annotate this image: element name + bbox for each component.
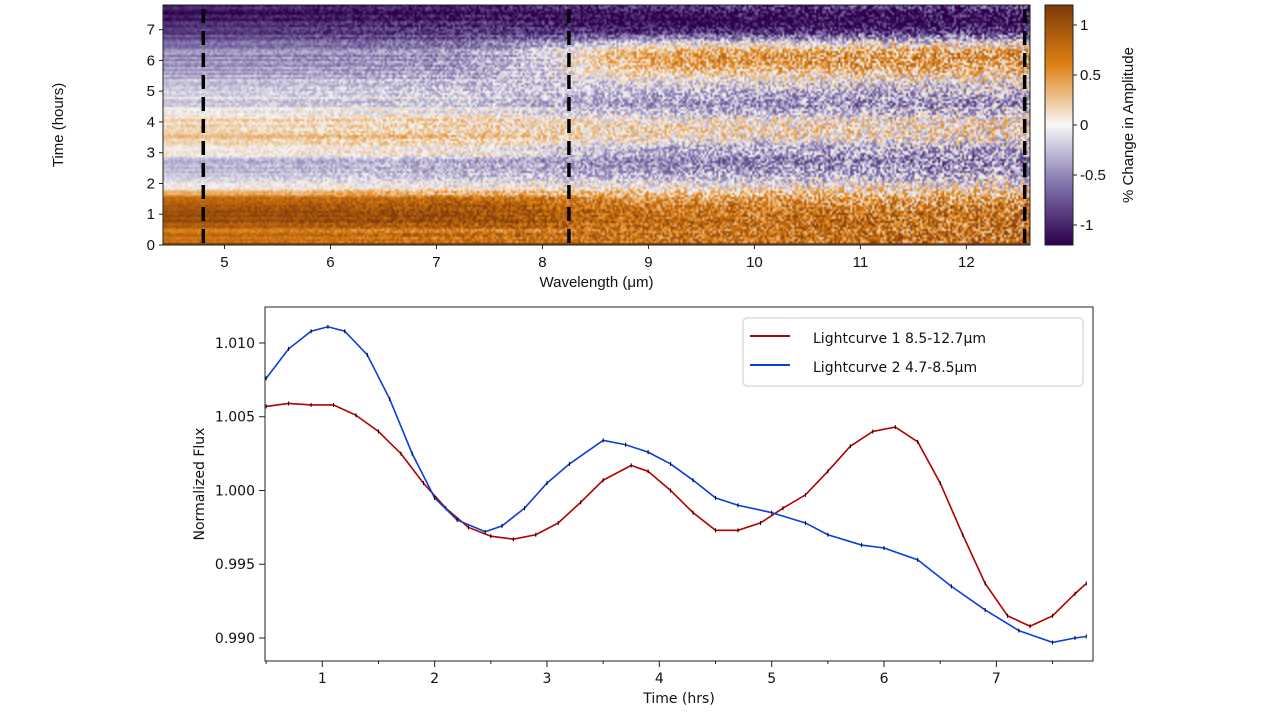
y-tick-label: 3 [147,145,155,162]
y-tick-label: 1.010 [215,336,255,352]
y-tick-label: 4 [147,114,155,131]
x-tick-label: 10 [746,254,763,271]
x-tick-label: 7 [432,254,440,271]
y-tick-label: 1.000 [215,483,255,499]
y-tick-label: 7 [147,22,155,39]
y-tick-label: 0.995 [215,557,255,573]
y-axis-label: Time (hours) [50,83,67,167]
series-line [266,403,1086,626]
x-axis-label: Wavelength (μm) [540,274,654,291]
colorbar-tick-label: 0.5 [1080,67,1101,84]
x-tick-label: 7 [992,671,1001,687]
y-tick-label: 5 [147,83,155,100]
x-tick-label: 1 [318,671,327,687]
x-tick-label: 9 [644,254,652,271]
x-tick-label: 4 [655,671,664,687]
x-tick-label: 5 [220,254,228,271]
x-tick-label: 12 [958,254,975,271]
legend-label: Lightcurve 1 8.5-12.7μm [813,331,986,347]
colorbar-tick-label: 1 [1080,17,1088,34]
y-tick-label: 1 [147,206,155,223]
x-axis-label: Time (hrs) [642,691,715,707]
colorbar-frame [1045,5,1073,245]
y-axis-label: Normalized Flux [192,428,208,541]
colorbar-tick-label: -0.5 [1080,167,1106,184]
colorbar-tick-label: -1 [1080,217,1093,234]
x-tick-label: 5 [767,671,776,687]
x-tick-label: 2 [430,671,439,687]
y-tick-label: 1.005 [215,410,255,426]
legend-label: Lightcurve 2 4.7-8.5μm [813,360,977,376]
legend: Lightcurve 1 8.5-12.7μm Lightcurve 2 4.7-… [743,318,1083,386]
colorbar-tick-label: 0 [1080,117,1088,134]
x-tick-label: 6 [326,254,334,271]
heatmap-frame [163,5,1030,245]
x-tick-label: 6 [880,671,889,687]
y-tick-label: 2 [147,175,155,192]
x-tick-label: 3 [543,671,552,687]
x-tick-label: 8 [538,254,546,271]
y-tick-label: 6 [147,52,155,69]
colorbar-label: % Change in Amplitude [1120,47,1137,203]
x-tick-label: 11 [853,254,869,271]
y-tick-label: 0.990 [215,631,255,647]
y-tick-label: 0 [147,237,155,254]
